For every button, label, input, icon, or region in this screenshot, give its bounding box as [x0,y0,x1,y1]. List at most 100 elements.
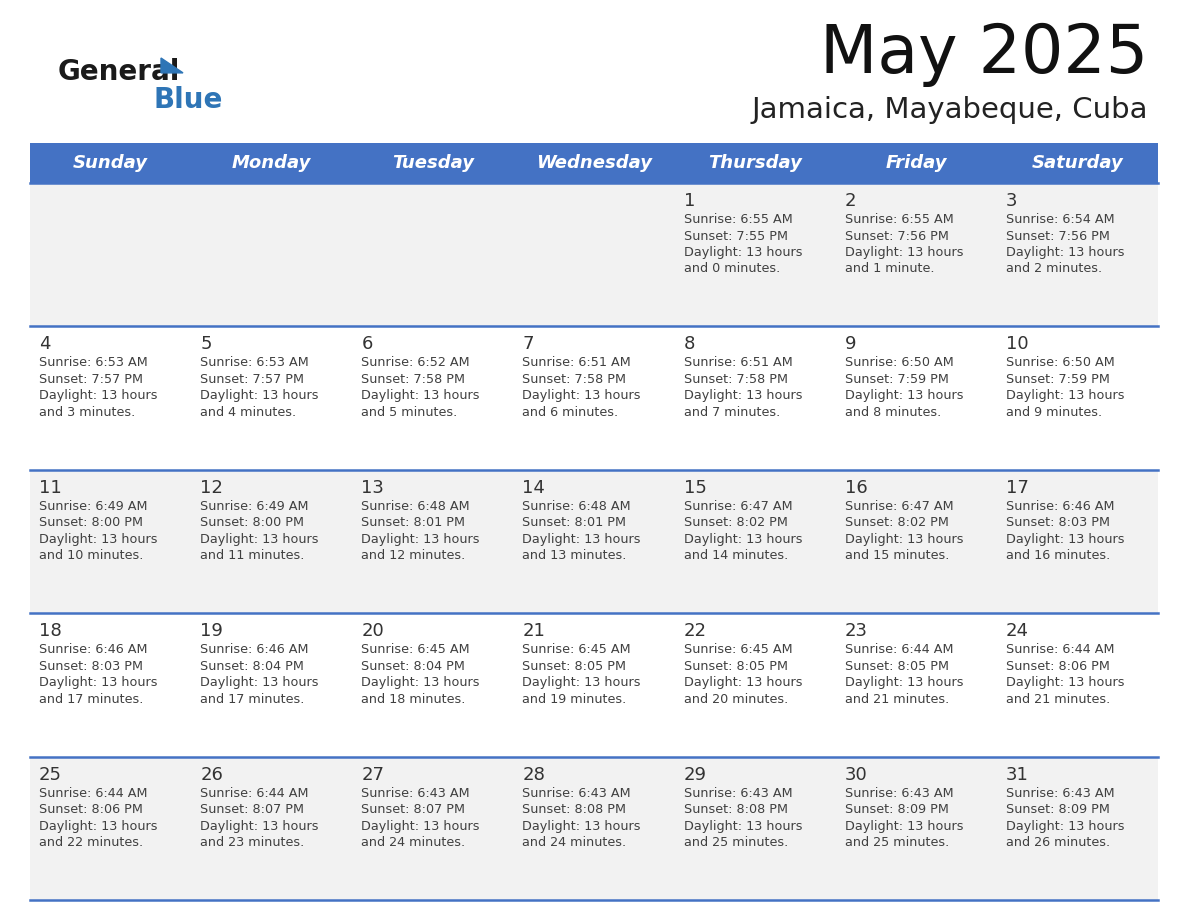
Text: and 14 minutes.: and 14 minutes. [683,549,788,563]
Text: Blue: Blue [154,86,223,114]
Text: Daylight: 13 hours: Daylight: 13 hours [683,677,802,689]
Text: and 21 minutes.: and 21 minutes. [845,693,949,706]
Text: Saturday: Saturday [1031,154,1124,172]
Text: Sunset: 7:58 PM: Sunset: 7:58 PM [361,373,466,386]
Text: Daylight: 13 hours: Daylight: 13 hours [361,532,480,546]
Text: Sunset: 8:01 PM: Sunset: 8:01 PM [361,516,466,530]
Text: 24: 24 [1006,622,1029,640]
Text: Sunrise: 6:45 AM: Sunrise: 6:45 AM [683,644,792,656]
Text: Monday: Monday [232,154,311,172]
Text: and 12 minutes.: and 12 minutes. [361,549,466,563]
Text: Daylight: 13 hours: Daylight: 13 hours [1006,246,1124,259]
Bar [30,143,1158,183]
Text: 7: 7 [523,335,533,353]
Text: and 2 minutes.: and 2 minutes. [1006,263,1102,275]
Text: Daylight: 13 hours: Daylight: 13 hours [200,532,318,546]
Text: Wednesday: Wednesday [536,154,652,172]
Text: 5: 5 [200,335,211,353]
Text: and 15 minutes.: and 15 minutes. [845,549,949,563]
Text: 16: 16 [845,479,867,497]
Text: 22: 22 [683,622,707,640]
Text: 18: 18 [39,622,62,640]
Text: 10: 10 [1006,335,1029,353]
Text: Sunset: 8:08 PM: Sunset: 8:08 PM [523,803,626,816]
Text: Sunrise: 6:46 AM: Sunrise: 6:46 AM [200,644,309,656]
Text: Sunrise: 6:54 AM: Sunrise: 6:54 AM [1006,213,1114,226]
Text: Daylight: 13 hours: Daylight: 13 hours [200,389,318,402]
Text: Sunrise: 6:52 AM: Sunrise: 6:52 AM [361,356,470,369]
Text: Daylight: 13 hours: Daylight: 13 hours [683,389,802,402]
Text: and 19 minutes.: and 19 minutes. [523,693,627,706]
Text: 6: 6 [361,335,373,353]
Text: Sunrise: 6:51 AM: Sunrise: 6:51 AM [683,356,792,369]
Text: Sunset: 8:04 PM: Sunset: 8:04 PM [361,660,466,673]
Text: Sunday: Sunday [74,154,148,172]
Text: Daylight: 13 hours: Daylight: 13 hours [845,677,963,689]
Text: 1: 1 [683,192,695,210]
Text: Daylight: 13 hours: Daylight: 13 hours [361,820,480,833]
Text: Sunrise: 6:44 AM: Sunrise: 6:44 AM [1006,644,1114,656]
Text: Sunrise: 6:49 AM: Sunrise: 6:49 AM [200,499,309,513]
Text: 17: 17 [1006,479,1029,497]
Text: Sunrise: 6:43 AM: Sunrise: 6:43 AM [845,787,953,800]
Text: Daylight: 13 hours: Daylight: 13 hours [39,389,158,402]
Text: 26: 26 [200,766,223,784]
Text: Daylight: 13 hours: Daylight: 13 hours [683,532,802,546]
Text: and 7 minutes.: and 7 minutes. [683,406,779,419]
Text: and 13 minutes.: and 13 minutes. [523,549,627,563]
Text: Daylight: 13 hours: Daylight: 13 hours [200,820,318,833]
Text: and 17 minutes.: and 17 minutes. [200,693,304,706]
Text: and 20 minutes.: and 20 minutes. [683,693,788,706]
Text: Sunset: 8:02 PM: Sunset: 8:02 PM [845,516,948,530]
Text: and 16 minutes.: and 16 minutes. [1006,549,1110,563]
Text: Daylight: 13 hours: Daylight: 13 hours [200,677,318,689]
Text: Sunrise: 6:46 AM: Sunrise: 6:46 AM [39,644,147,656]
Text: Sunrise: 6:43 AM: Sunrise: 6:43 AM [683,787,792,800]
Text: 28: 28 [523,766,545,784]
Text: 4: 4 [39,335,51,353]
Text: Sunset: 8:02 PM: Sunset: 8:02 PM [683,516,788,530]
Text: 11: 11 [39,479,62,497]
Text: Sunset: 8:03 PM: Sunset: 8:03 PM [39,660,143,673]
Text: Sunset: 7:59 PM: Sunset: 7:59 PM [845,373,948,386]
Text: Daylight: 13 hours: Daylight: 13 hours [523,677,642,689]
Text: Sunrise: 6:50 AM: Sunrise: 6:50 AM [845,356,954,369]
Text: Sunrise: 6:47 AM: Sunrise: 6:47 AM [683,499,792,513]
Text: Daylight: 13 hours: Daylight: 13 hours [39,677,158,689]
Text: Sunset: 7:56 PM: Sunset: 7:56 PM [845,230,948,242]
Text: Daylight: 13 hours: Daylight: 13 hours [683,246,802,259]
Text: Sunrise: 6:43 AM: Sunrise: 6:43 AM [1006,787,1114,800]
Text: Daylight: 13 hours: Daylight: 13 hours [39,532,158,546]
Text: 21: 21 [523,622,545,640]
Text: 8: 8 [683,335,695,353]
Text: Sunrise: 6:55 AM: Sunrise: 6:55 AM [845,213,954,226]
Text: 27: 27 [361,766,384,784]
Text: Daylight: 13 hours: Daylight: 13 hours [1006,677,1124,689]
Text: Sunset: 8:09 PM: Sunset: 8:09 PM [1006,803,1110,816]
Bar [30,183,1158,327]
Text: 25: 25 [39,766,62,784]
Text: Sunrise: 6:55 AM: Sunrise: 6:55 AM [683,213,792,226]
Text: Daylight: 13 hours: Daylight: 13 hours [39,820,158,833]
Text: Sunrise: 6:51 AM: Sunrise: 6:51 AM [523,356,631,369]
Text: 19: 19 [200,622,223,640]
Text: and 26 minutes.: and 26 minutes. [1006,836,1110,849]
Text: and 0 minutes.: and 0 minutes. [683,263,779,275]
Text: Sunset: 8:01 PM: Sunset: 8:01 PM [523,516,626,530]
Text: Sunrise: 6:49 AM: Sunrise: 6:49 AM [39,499,147,513]
Text: Daylight: 13 hours: Daylight: 13 hours [1006,532,1124,546]
Text: 13: 13 [361,479,384,497]
Text: Sunset: 7:56 PM: Sunset: 7:56 PM [1006,230,1110,242]
Text: Daylight: 13 hours: Daylight: 13 hours [361,389,480,402]
Text: Sunset: 7:55 PM: Sunset: 7:55 PM [683,230,788,242]
Text: 2: 2 [845,192,857,210]
Text: Daylight: 13 hours: Daylight: 13 hours [361,677,480,689]
Bar [30,327,1158,470]
Text: and 4 minutes.: and 4 minutes. [200,406,296,419]
Text: Daylight: 13 hours: Daylight: 13 hours [1006,389,1124,402]
Text: 9: 9 [845,335,857,353]
Text: 31: 31 [1006,766,1029,784]
Text: and 25 minutes.: and 25 minutes. [845,836,949,849]
Text: Sunset: 7:57 PM: Sunset: 7:57 PM [39,373,143,386]
Text: and 5 minutes.: and 5 minutes. [361,406,457,419]
